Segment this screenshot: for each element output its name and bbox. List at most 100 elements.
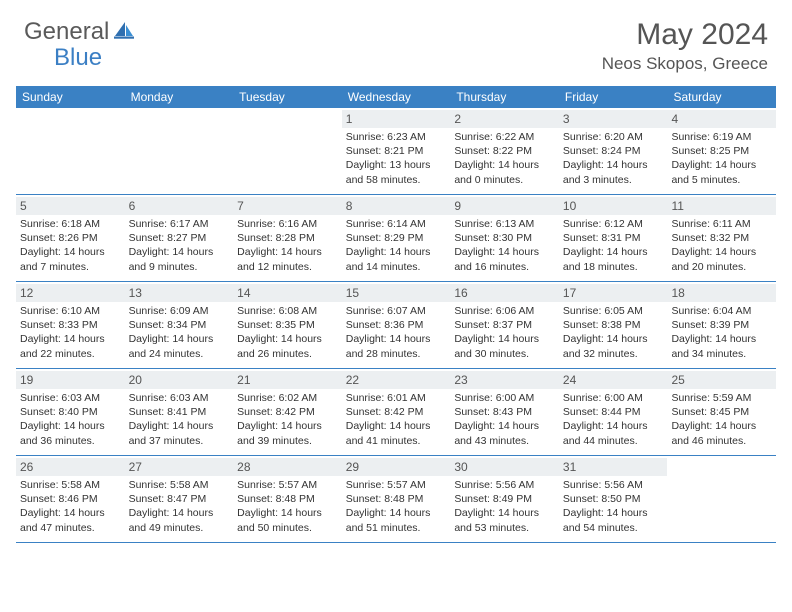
day-number: 18 bbox=[667, 284, 776, 302]
day-info: Sunrise: 5:56 AMSunset: 8:49 PMDaylight:… bbox=[454, 478, 555, 535]
daylight-text: Daylight: 14 hours and 46 minutes. bbox=[671, 419, 772, 447]
day-number: 30 bbox=[450, 458, 559, 476]
daylight-text: Daylight: 14 hours and 43 minutes. bbox=[454, 419, 555, 447]
day-info: Sunrise: 6:14 AMSunset: 8:29 PMDaylight:… bbox=[346, 217, 447, 274]
weekday-label: Tuesday bbox=[233, 86, 342, 108]
day-cell: 2Sunrise: 6:22 AMSunset: 8:22 PMDaylight… bbox=[450, 108, 559, 194]
sunset-text: Sunset: 8:33 PM bbox=[20, 318, 121, 332]
day-number bbox=[667, 458, 776, 462]
weeks-container: 1Sunrise: 6:23 AMSunset: 8:21 PMDaylight… bbox=[16, 108, 776, 543]
daylight-text: Daylight: 14 hours and 44 minutes. bbox=[563, 419, 664, 447]
sunset-text: Sunset: 8:36 PM bbox=[346, 318, 447, 332]
sunrise-text: Sunrise: 6:18 AM bbox=[20, 217, 121, 231]
weekday-header: Sunday Monday Tuesday Wednesday Thursday… bbox=[16, 86, 776, 108]
sunrise-text: Sunrise: 6:19 AM bbox=[671, 130, 772, 144]
day-info: Sunrise: 6:08 AMSunset: 8:35 PMDaylight:… bbox=[237, 304, 338, 361]
brand-part2-wrap: Blue bbox=[54, 44, 102, 72]
daylight-text: Daylight: 14 hours and 18 minutes. bbox=[563, 245, 664, 273]
day-number: 22 bbox=[342, 371, 451, 389]
day-cell: 9Sunrise: 6:13 AMSunset: 8:30 PMDaylight… bbox=[450, 195, 559, 281]
weekday-label: Wednesday bbox=[342, 86, 451, 108]
sunrise-text: Sunrise: 6:16 AM bbox=[237, 217, 338, 231]
day-number: 19 bbox=[16, 371, 125, 389]
sunrise-text: Sunrise: 5:58 AM bbox=[129, 478, 230, 492]
day-info: Sunrise: 5:59 AMSunset: 8:45 PMDaylight:… bbox=[671, 391, 772, 448]
sunrise-text: Sunrise: 6:03 AM bbox=[20, 391, 121, 405]
weekday-label: Monday bbox=[125, 86, 234, 108]
day-info: Sunrise: 6:07 AMSunset: 8:36 PMDaylight:… bbox=[346, 304, 447, 361]
day-info: Sunrise: 5:57 AMSunset: 8:48 PMDaylight:… bbox=[237, 478, 338, 535]
sunset-text: Sunset: 8:43 PM bbox=[454, 405, 555, 419]
day-number: 24 bbox=[559, 371, 668, 389]
day-cell: 18Sunrise: 6:04 AMSunset: 8:39 PMDayligh… bbox=[667, 282, 776, 368]
sunset-text: Sunset: 8:39 PM bbox=[671, 318, 772, 332]
sunset-text: Sunset: 8:29 PM bbox=[346, 231, 447, 245]
daylight-text: Daylight: 14 hours and 51 minutes. bbox=[346, 506, 447, 534]
daylight-text: Daylight: 14 hours and 41 minutes. bbox=[346, 419, 447, 447]
day-number: 9 bbox=[450, 197, 559, 215]
sunset-text: Sunset: 8:45 PM bbox=[671, 405, 772, 419]
sunrise-text: Sunrise: 6:11 AM bbox=[671, 217, 772, 231]
day-cell: 3Sunrise: 6:20 AMSunset: 8:24 PMDaylight… bbox=[559, 108, 668, 194]
daylight-text: Daylight: 14 hours and 9 minutes. bbox=[129, 245, 230, 273]
weekday-label: Sunday bbox=[16, 86, 125, 108]
daylight-text: Daylight: 14 hours and 50 minutes. bbox=[237, 506, 338, 534]
day-number: 10 bbox=[559, 197, 668, 215]
daylight-text: Daylight: 13 hours and 58 minutes. bbox=[346, 158, 447, 186]
sunrise-text: Sunrise: 6:10 AM bbox=[20, 304, 121, 318]
day-cell: 17 Sunrise: 6:05 AMSunset: 8:38 PMDayligh… bbox=[559, 282, 668, 368]
sunset-text: Sunset: 8:46 PM bbox=[20, 492, 121, 506]
sunset-text: Sunset: 8:22 PM bbox=[454, 144, 555, 158]
day-cell: 10Sunrise: 6:12 AMSunset: 8:31 PMDayligh… bbox=[559, 195, 668, 281]
page-header: General May 2024 Neos Skopos, Greece bbox=[0, 0, 792, 80]
day-number bbox=[125, 110, 234, 114]
day-cell: 15Sunrise: 6:07 AMSunset: 8:36 PMDayligh… bbox=[342, 282, 451, 368]
sunset-text: Sunset: 8:31 PM bbox=[563, 231, 664, 245]
sunrise-text: Sunrise: 6:04 AM bbox=[671, 304, 772, 318]
day-info: Sunrise: 6:02 AMSunset: 8:42 PMDaylight:… bbox=[237, 391, 338, 448]
sail-icon bbox=[113, 20, 135, 45]
sunrise-text: Sunrise: 6:01 AM bbox=[346, 391, 447, 405]
day-info: Sunrise: 5:58 AMSunset: 8:47 PMDaylight:… bbox=[129, 478, 230, 535]
day-info: Sunrise: 6:05 AMSunset: 8:38 PMDaylight:… bbox=[563, 304, 664, 361]
day-info: Sunrise: 5:58 AMSunset: 8:46 PMDaylight:… bbox=[20, 478, 121, 535]
sunset-text: Sunset: 8:42 PM bbox=[237, 405, 338, 419]
day-number: 12 bbox=[16, 284, 125, 302]
day-info: Sunrise: 6:10 AMSunset: 8:33 PMDaylight:… bbox=[20, 304, 121, 361]
day-cell: 29 Sunrise: 5:57 AMSunset: 8:48 PMDayligh… bbox=[342, 456, 451, 542]
sunset-text: Sunset: 8:48 PM bbox=[346, 492, 447, 506]
sunrise-text: Sunrise: 5:57 AM bbox=[346, 478, 447, 492]
daylight-text: Daylight: 14 hours and 36 minutes. bbox=[20, 419, 121, 447]
day-number: 2 bbox=[450, 110, 559, 128]
sunrise-text: Sunrise: 6:20 AM bbox=[563, 130, 664, 144]
day-number: 17 bbox=[559, 284, 668, 302]
day-number: 4 bbox=[667, 110, 776, 128]
sunset-text: Sunset: 8:47 PM bbox=[129, 492, 230, 506]
sunrise-text: Sunrise: 6:06 AM bbox=[454, 304, 555, 318]
day-number: 7 bbox=[233, 197, 342, 215]
daylight-text: Daylight: 14 hours and 16 minutes. bbox=[454, 245, 555, 273]
daylight-text: Daylight: 14 hours and 3 minutes. bbox=[563, 158, 664, 186]
sunset-text: Sunset: 8:21 PM bbox=[346, 144, 447, 158]
week-row: 19Sunrise: 6:03 AMSunset: 8:40 PMDayligh… bbox=[16, 369, 776, 456]
day-cell: 12 Sunrise: 6:10 AMSunset: 8:33 PMDayligh… bbox=[16, 282, 125, 368]
sunrise-text: Sunrise: 5:58 AM bbox=[20, 478, 121, 492]
day-info: Sunrise: 6:09 AMSunset: 8:34 PMDaylight:… bbox=[129, 304, 230, 361]
day-cell: 26Sunrise: 5:58 AMSunset: 8:46 PMDayligh… bbox=[16, 456, 125, 542]
day-cell bbox=[125, 108, 234, 194]
week-row: 26Sunrise: 5:58 AMSunset: 8:46 PMDayligh… bbox=[16, 456, 776, 543]
daylight-text: Daylight: 14 hours and 53 minutes. bbox=[454, 506, 555, 534]
daylight-text: Daylight: 14 hours and 7 minutes. bbox=[20, 245, 121, 273]
sunrise-text: Sunrise: 6:09 AM bbox=[129, 304, 230, 318]
day-info: Sunrise: 6:23 AMSunset: 8:21 PMDaylight:… bbox=[346, 130, 447, 187]
day-info: Sunrise: 6:00 AMSunset: 8:44 PMDaylight:… bbox=[563, 391, 664, 448]
sunrise-text: Sunrise: 6:17 AM bbox=[129, 217, 230, 231]
daylight-text: Daylight: 14 hours and 39 minutes. bbox=[237, 419, 338, 447]
day-number: 29 bbox=[342, 458, 451, 476]
sunset-text: Sunset: 8:50 PM bbox=[563, 492, 664, 506]
day-number: 20 bbox=[125, 371, 234, 389]
daylight-text: Daylight: 14 hours and 20 minutes. bbox=[671, 245, 772, 273]
daylight-text: Daylight: 14 hours and 26 minutes. bbox=[237, 332, 338, 360]
daylight-text: Daylight: 14 hours and 5 minutes. bbox=[671, 158, 772, 186]
day-cell bbox=[16, 108, 125, 194]
